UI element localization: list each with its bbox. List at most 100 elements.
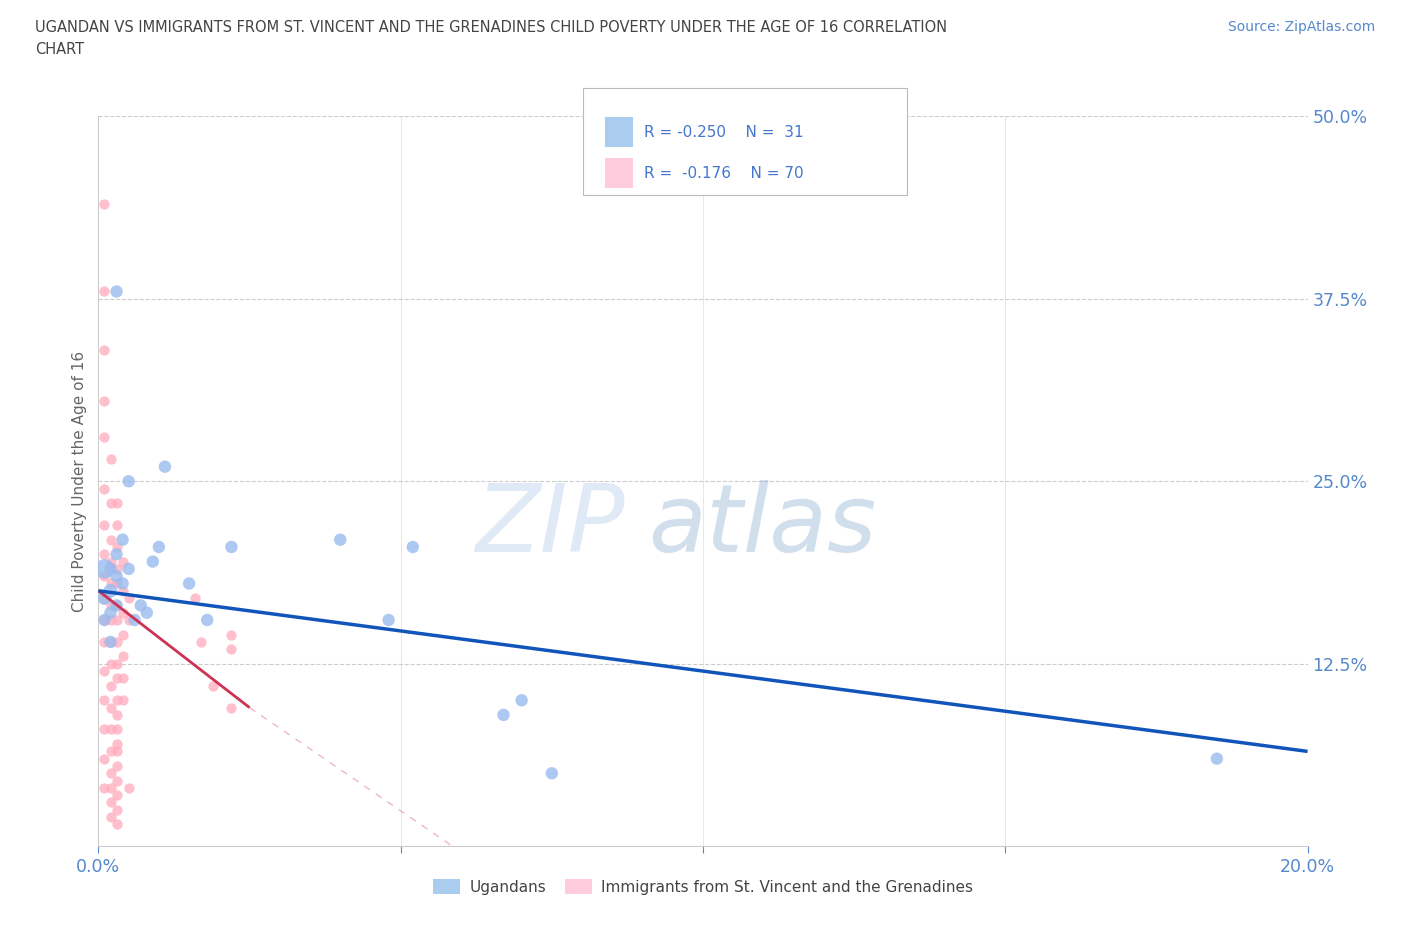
Point	[100, 452, 122, 467]
Point	[93, 613, 115, 628]
Point	[221, 700, 243, 715]
Point	[1206, 751, 1229, 766]
Point	[153, 459, 176, 474]
Point	[93, 342, 115, 357]
Point	[105, 562, 128, 577]
Point	[148, 539, 170, 554]
Point	[93, 591, 115, 605]
Point	[105, 598, 128, 613]
Point	[100, 766, 122, 781]
Point	[111, 649, 134, 664]
Point	[105, 634, 128, 649]
Point	[100, 532, 122, 547]
Point	[93, 284, 115, 299]
Legend: Ugandans, Immigrants from St. Vincent and the Grenadines: Ugandans, Immigrants from St. Vincent an…	[426, 872, 980, 901]
Point	[105, 693, 128, 708]
Point	[124, 613, 146, 628]
Point	[100, 722, 122, 737]
Point	[221, 642, 243, 657]
Point	[93, 780, 115, 795]
Point	[93, 722, 115, 737]
Point	[100, 634, 122, 649]
Text: R =  -0.176    N = 70: R = -0.176 N = 70	[644, 166, 804, 180]
Point	[93, 547, 115, 562]
Point	[93, 481, 115, 496]
Point	[111, 671, 134, 685]
Point	[492, 708, 515, 723]
Point	[100, 576, 122, 591]
Point	[105, 773, 128, 788]
Point	[93, 693, 115, 708]
Point	[93, 196, 115, 211]
Point	[100, 605, 122, 620]
Point	[118, 562, 141, 577]
Point	[100, 554, 122, 569]
Point	[179, 576, 201, 591]
Point	[105, 744, 128, 759]
Point	[105, 817, 128, 831]
Text: CHART: CHART	[35, 42, 84, 57]
Point	[100, 657, 122, 671]
Point	[135, 605, 157, 620]
Point	[93, 751, 115, 766]
Point	[105, 759, 128, 774]
Point	[105, 576, 128, 591]
Point	[221, 627, 243, 642]
Point	[195, 613, 218, 628]
Point	[105, 539, 128, 554]
Point	[100, 744, 122, 759]
Point	[540, 766, 562, 781]
Point	[202, 678, 225, 693]
Point	[100, 613, 122, 628]
Point	[105, 569, 128, 584]
Point	[100, 700, 122, 715]
Point	[105, 613, 128, 628]
Point	[93, 393, 115, 408]
Point	[93, 634, 115, 649]
Point	[111, 576, 134, 591]
Point	[100, 810, 122, 825]
Point	[105, 496, 128, 511]
Point	[402, 539, 425, 554]
Point	[105, 708, 128, 723]
Point	[93, 591, 115, 605]
Point	[190, 634, 212, 649]
Point	[100, 583, 122, 598]
Point	[111, 583, 134, 598]
Point	[105, 788, 128, 803]
Point	[105, 547, 128, 562]
Point	[111, 554, 134, 569]
Point	[111, 627, 134, 642]
Point	[105, 803, 128, 817]
Point	[100, 562, 122, 577]
Point	[118, 474, 141, 489]
Point	[100, 678, 122, 693]
Text: Source: ZipAtlas.com: Source: ZipAtlas.com	[1227, 20, 1375, 34]
Point	[93, 518, 115, 533]
Point	[93, 562, 115, 577]
Point	[184, 591, 207, 605]
Point	[118, 780, 141, 795]
Point	[105, 722, 128, 737]
Point	[129, 598, 152, 613]
Point	[100, 634, 122, 649]
Point	[118, 591, 141, 605]
Point	[93, 430, 115, 445]
Point	[100, 795, 122, 810]
Point	[111, 605, 134, 620]
Point	[93, 664, 115, 679]
Point	[105, 284, 128, 299]
Point	[100, 496, 122, 511]
Point	[510, 693, 533, 708]
Point	[118, 613, 141, 628]
Point	[111, 693, 134, 708]
Point	[100, 598, 122, 613]
Point	[221, 539, 243, 554]
Text: UGANDAN VS IMMIGRANTS FROM ST. VINCENT AND THE GRENADINES CHILD POVERTY UNDER TH: UGANDAN VS IMMIGRANTS FROM ST. VINCENT A…	[35, 20, 948, 35]
Point	[377, 613, 399, 628]
Point	[105, 518, 128, 533]
Text: atlas: atlas	[648, 480, 877, 571]
Point	[100, 780, 122, 795]
Text: R = -0.250    N =  31: R = -0.250 N = 31	[644, 125, 804, 140]
Point	[329, 532, 352, 547]
